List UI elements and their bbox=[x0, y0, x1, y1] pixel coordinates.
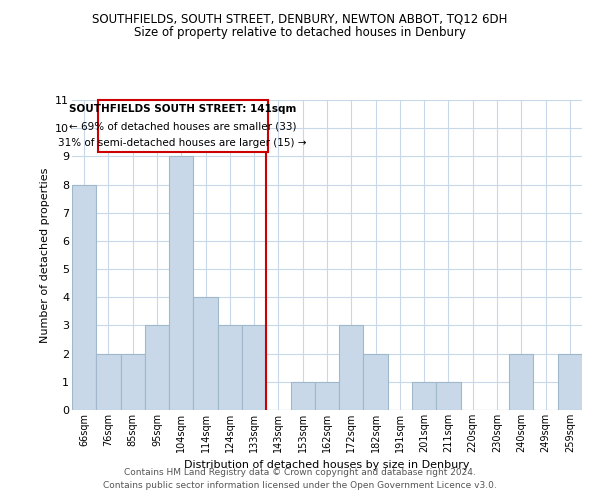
Bar bbox=[218, 326, 242, 410]
Text: SOUTHFIELDS, SOUTH STREET, DENBURY, NEWTON ABBOT, TQ12 6DH: SOUTHFIELDS, SOUTH STREET, DENBURY, NEWT… bbox=[92, 12, 508, 26]
Bar bbox=[436, 382, 461, 410]
Text: Contains public sector information licensed under the Open Government Licence v3: Contains public sector information licen… bbox=[103, 482, 497, 490]
Text: SOUTHFIELDS SOUTH STREET: 141sqm: SOUTHFIELDS SOUTH STREET: 141sqm bbox=[69, 104, 296, 115]
Bar bbox=[509, 354, 533, 410]
Text: ← 69% of detached houses are smaller (33): ← 69% of detached houses are smaller (33… bbox=[69, 121, 296, 131]
Bar bbox=[193, 298, 218, 410]
Y-axis label: Number of detached properties: Number of detached properties bbox=[40, 168, 50, 342]
Bar bbox=[145, 326, 169, 410]
Bar bbox=[339, 326, 364, 410]
Bar bbox=[290, 382, 315, 410]
Bar bbox=[96, 354, 121, 410]
Bar bbox=[242, 326, 266, 410]
X-axis label: Distribution of detached houses by size in Denbury: Distribution of detached houses by size … bbox=[184, 460, 470, 470]
Bar bbox=[364, 354, 388, 410]
Text: 31% of semi-detached houses are larger (15) →: 31% of semi-detached houses are larger (… bbox=[58, 138, 307, 148]
Text: Size of property relative to detached houses in Denbury: Size of property relative to detached ho… bbox=[134, 26, 466, 39]
Bar bbox=[169, 156, 193, 410]
Text: Contains HM Land Registry data © Crown copyright and database right 2024.: Contains HM Land Registry data © Crown c… bbox=[124, 468, 476, 477]
Bar bbox=[558, 354, 582, 410]
Bar bbox=[121, 354, 145, 410]
Bar bbox=[72, 184, 96, 410]
Bar bbox=[315, 382, 339, 410]
Bar bbox=[412, 382, 436, 410]
FancyBboxPatch shape bbox=[97, 100, 268, 152]
